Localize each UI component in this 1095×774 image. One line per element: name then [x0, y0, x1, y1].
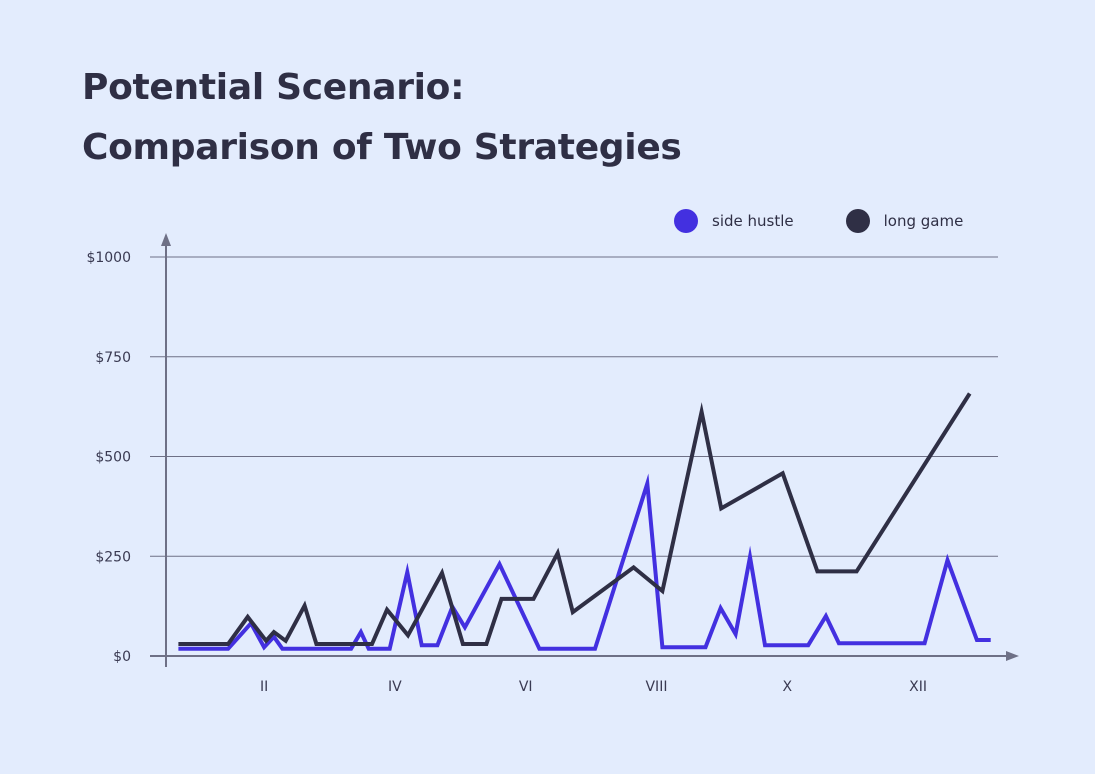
legend-item-side-hustle[interactable]: side hustle: [674, 209, 794, 233]
chart-title: Potential Scenario: Comparison of Two St…: [82, 58, 682, 178]
x-tick-label-VI: VI: [519, 679, 533, 695]
x-tick-label-VIII: VIII: [645, 679, 667, 695]
series-line-long-game: [178, 392, 972, 646]
x-tick-label-IV: IV: [388, 679, 402, 695]
y-axis-arrow: [161, 233, 171, 246]
legend-item-long-game[interactable]: long game: [845, 209, 964, 233]
y-tick-label: $750: [95, 350, 131, 366]
y-tick-label: $500: [95, 450, 131, 466]
x-tick-label-X: X: [782, 679, 792, 695]
title-line-2: Comparison of Two Strategies: [82, 127, 682, 168]
legend: side hustle long game: [674, 208, 963, 234]
title-line-1: Potential Scenario:: [82, 67, 465, 108]
series-line-side-hustle: [178, 473, 991, 651]
long-game-swatch: [845, 209, 870, 233]
x-tick-label-II: II: [260, 679, 268, 695]
legend-label-side-hustle: side hustle: [712, 212, 794, 230]
legend-label-long-game: long game: [883, 212, 964, 230]
y-tick-label: $250: [95, 549, 131, 565]
side-hustle-swatch: [674, 209, 698, 233]
y-tick-label: $1000: [86, 250, 131, 266]
y-tick-label: $0: [113, 649, 131, 665]
x-tick-label-XII: XII: [909, 679, 927, 695]
x-axis-arrow: [1006, 651, 1019, 661]
